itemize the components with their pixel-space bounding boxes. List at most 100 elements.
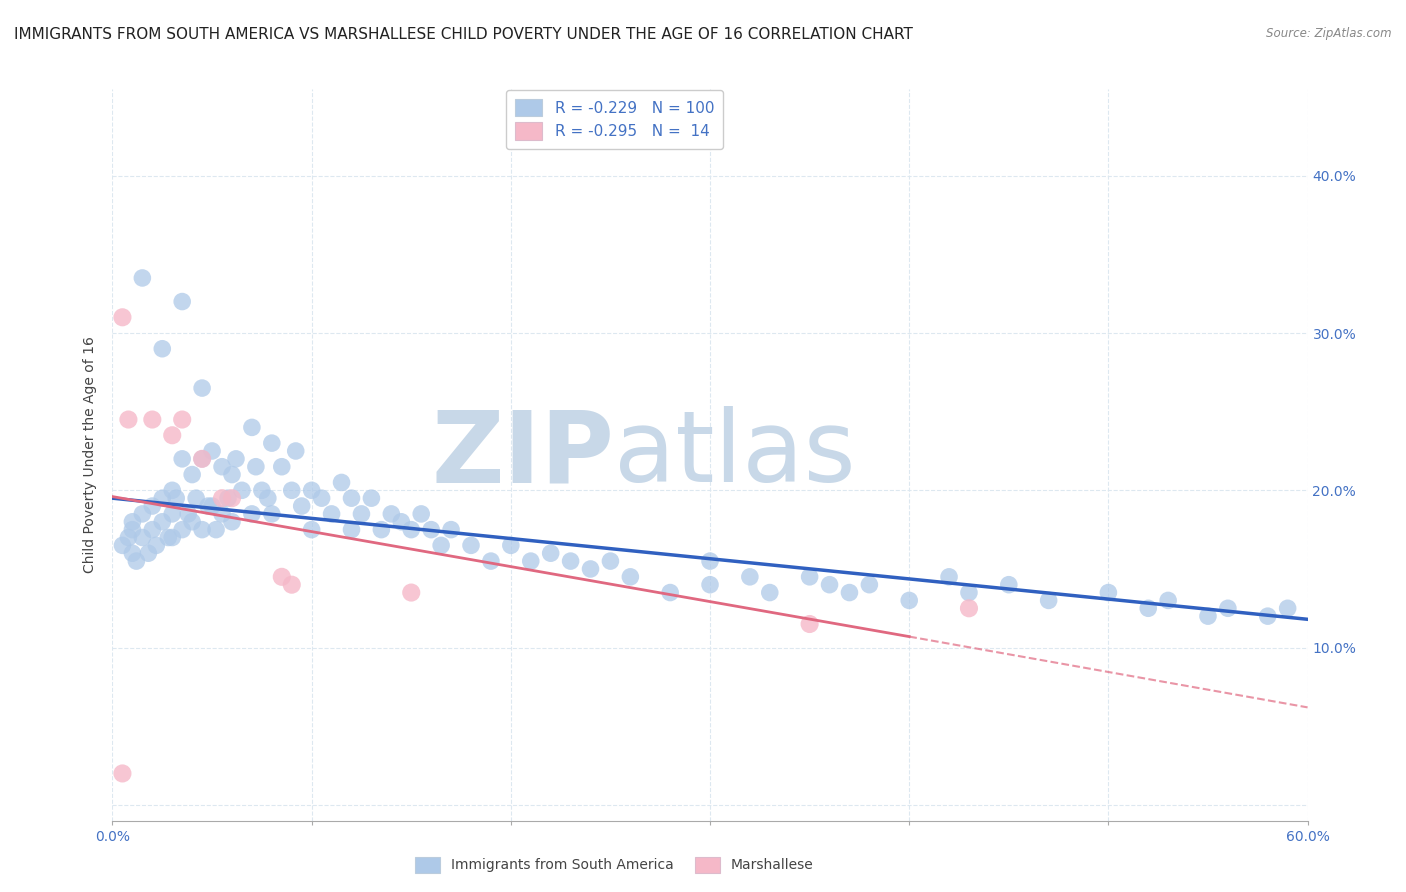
Point xyxy=(460,538,482,552)
Point xyxy=(998,577,1021,591)
Point xyxy=(217,491,239,505)
Y-axis label: Child Poverty Under the Age of 16: Child Poverty Under the Age of 16 xyxy=(83,336,97,574)
Point xyxy=(141,499,163,513)
Legend: Immigrants from South America, Marshallese: Immigrants from South America, Marshalle… xyxy=(408,849,821,880)
Point xyxy=(898,593,921,607)
Point xyxy=(759,585,782,599)
Point xyxy=(699,577,721,591)
Point xyxy=(738,570,761,584)
Point xyxy=(1157,593,1180,607)
Point xyxy=(231,483,253,498)
Point xyxy=(1097,585,1119,599)
Point xyxy=(401,523,423,537)
Text: ZIP: ZIP xyxy=(432,407,614,503)
Point xyxy=(799,570,821,584)
Point xyxy=(162,483,183,498)
Point xyxy=(191,451,214,466)
Point xyxy=(838,585,860,599)
Point xyxy=(138,546,160,560)
Point xyxy=(1257,609,1279,624)
Point xyxy=(858,577,880,591)
Point xyxy=(619,570,641,584)
Point xyxy=(162,507,183,521)
Point xyxy=(938,570,960,584)
Point xyxy=(111,538,134,552)
Point xyxy=(370,523,392,537)
Point xyxy=(250,483,273,498)
Point xyxy=(799,617,821,632)
Point xyxy=(240,507,263,521)
Point xyxy=(121,523,143,537)
Point xyxy=(131,531,153,545)
Point xyxy=(191,451,214,466)
Point xyxy=(340,491,363,505)
Point xyxy=(141,412,163,426)
Point xyxy=(240,420,263,434)
Point xyxy=(401,585,423,599)
Point xyxy=(284,444,307,458)
Point xyxy=(121,515,143,529)
Point xyxy=(191,381,214,395)
Point xyxy=(260,507,283,521)
Point xyxy=(499,538,522,552)
Point xyxy=(225,451,247,466)
Point xyxy=(389,515,412,529)
Point xyxy=(1216,601,1239,615)
Point xyxy=(380,507,402,521)
Point xyxy=(260,436,283,450)
Point xyxy=(321,507,343,521)
Point xyxy=(330,475,353,490)
Point xyxy=(599,554,621,568)
Point xyxy=(145,538,167,552)
Text: Source: ZipAtlas.com: Source: ZipAtlas.com xyxy=(1267,27,1392,40)
Point xyxy=(125,554,148,568)
Point xyxy=(141,523,163,537)
Point xyxy=(1277,601,1299,615)
Point xyxy=(211,491,233,505)
Point xyxy=(162,531,183,545)
Point xyxy=(270,459,292,474)
Point xyxy=(172,412,194,426)
Point xyxy=(281,483,304,498)
Text: atlas: atlas xyxy=(614,407,856,503)
Point xyxy=(150,491,173,505)
Point xyxy=(131,271,153,285)
Point xyxy=(201,499,224,513)
Point xyxy=(131,507,153,521)
Point xyxy=(699,554,721,568)
Point xyxy=(479,554,502,568)
Point xyxy=(111,310,134,325)
Point xyxy=(350,507,373,521)
Point xyxy=(560,554,582,568)
Point xyxy=(205,523,228,537)
Point xyxy=(245,459,267,474)
Point xyxy=(957,585,980,599)
Point xyxy=(197,499,219,513)
Point xyxy=(291,499,314,513)
Point xyxy=(172,294,194,309)
Point xyxy=(211,459,233,474)
Point xyxy=(111,766,134,780)
Point xyxy=(157,531,180,545)
Point xyxy=(311,491,333,505)
Point xyxy=(165,491,187,505)
Point xyxy=(1038,593,1060,607)
Point xyxy=(340,523,363,537)
Point xyxy=(172,523,194,537)
Point xyxy=(121,546,143,560)
Point xyxy=(181,467,204,482)
Point xyxy=(420,523,443,537)
Point xyxy=(211,507,233,521)
Point xyxy=(201,444,224,458)
Point xyxy=(150,515,173,529)
Point xyxy=(270,570,292,584)
Point xyxy=(191,523,214,537)
Point xyxy=(181,515,204,529)
Point xyxy=(360,491,382,505)
Point xyxy=(257,491,280,505)
Point xyxy=(177,507,200,521)
Point xyxy=(117,531,139,545)
Point xyxy=(659,585,682,599)
Point xyxy=(221,491,243,505)
Point xyxy=(221,467,243,482)
